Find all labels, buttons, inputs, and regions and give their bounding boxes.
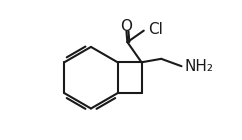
Text: NH₂: NH₂	[185, 59, 214, 74]
Text: Cl: Cl	[148, 22, 163, 37]
Text: O: O	[121, 19, 132, 34]
